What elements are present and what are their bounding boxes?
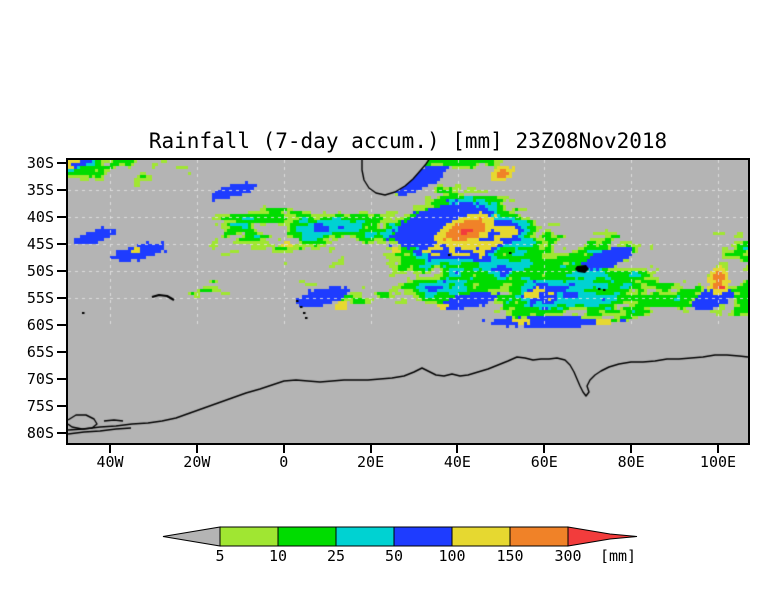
lat-tick-label: 50S [26, 262, 54, 280]
lon-tick-mark [369, 445, 372, 453]
lat-tick-label: 65S [26, 343, 54, 361]
lon-tick-mark [456, 445, 459, 453]
lat-tick-label: 70S [26, 370, 54, 388]
lon-tick-mark [630, 445, 633, 453]
lat-tick-label: 30S [26, 154, 54, 172]
lon-tick-mark [543, 445, 546, 453]
colorbar-legend: 5 10 25 50 100 150 300 [mm] [162, 526, 638, 565]
colorbar-tick-label: 5 [215, 547, 224, 565]
colorbar-overflow-arrow [567, 526, 638, 547]
colorbar-underflow-arrow [162, 526, 221, 547]
colorbar-tick-label: 100 [438, 547, 465, 565]
lon-tick-mark [282, 445, 285, 453]
lon-tick-label: 0 [279, 453, 289, 471]
lon-tick-label: 40E [443, 453, 471, 471]
colorbar-segment [393, 526, 453, 547]
lat-tick-mark [57, 351, 66, 353]
lat-tick-mark [57, 324, 66, 326]
lon-tick-mark [109, 445, 111, 453]
lon-tick-label: 40W [96, 453, 124, 471]
lat-tick-mark [57, 270, 66, 272]
lat-tick-label: 55S [26, 289, 54, 307]
chart-title: Rainfall (7-day accum.) [mm] 23Z08Nov201… [148, 129, 668, 153]
colorbar-segment [335, 526, 395, 547]
lat-tick-mark [57, 189, 66, 191]
plot-area [66, 158, 750, 445]
lon-tick-label: 80E [617, 453, 645, 471]
lat-tick-label: 80S [26, 424, 54, 442]
colorbar-tick-label: 300 [554, 547, 581, 565]
colorbar-tick-label: 25 [327, 547, 345, 565]
lat-tick-mark [57, 405, 66, 407]
lat-tick-label: 40S [26, 208, 54, 226]
colorbar-segment [509, 526, 569, 547]
lat-tick-label: 35S [26, 181, 54, 199]
lat-tick-mark [57, 162, 66, 164]
colorbar-segment [451, 526, 511, 547]
lon-tick-label: 20W [183, 453, 211, 471]
lat-tick-label: 45S [26, 235, 54, 253]
lon-tick-mark [716, 445, 719, 453]
lon-tick-label: 100E [699, 453, 737, 471]
colorbar-unit-label: [mm] [600, 547, 636, 565]
colorbar-tick-label: 50 [385, 547, 403, 565]
lon-tick-label: 60E [530, 453, 558, 471]
lat-tick-label: 75S [26, 397, 54, 415]
lon-tick-mark [195, 445, 198, 453]
colorbar-segment [277, 526, 337, 547]
lat-tick-mark [57, 378, 66, 380]
lat-tick-mark [57, 432, 66, 434]
lat-tick-mark [57, 243, 66, 245]
lat-tick-mark [57, 297, 66, 299]
colorbar-tick-label: 10 [269, 547, 287, 565]
lat-tick-label: 60S [26, 316, 54, 334]
lon-tick-label: 20E [357, 453, 385, 471]
lat-tick-mark [57, 216, 66, 218]
rainfall-field-canvas [68, 160, 748, 443]
colorbar-segment [219, 526, 279, 547]
colorbar-tick-label: 150 [496, 547, 523, 565]
